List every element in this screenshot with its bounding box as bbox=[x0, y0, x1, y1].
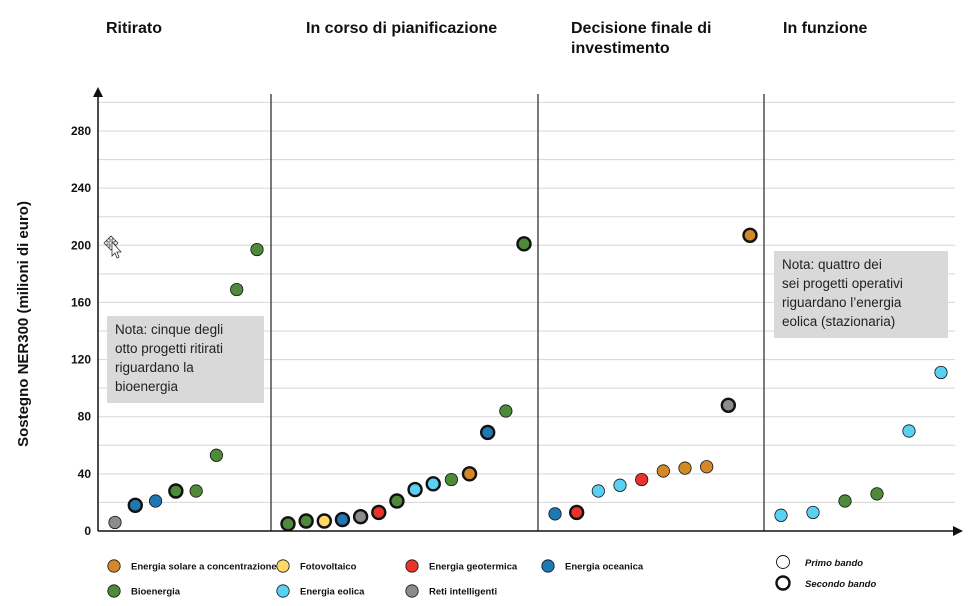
data-point-bio bbox=[250, 242, 264, 257]
data-point-csp bbox=[461, 466, 478, 482]
legend-label-csp: Energia solare a concentrazione bbox=[131, 562, 277, 573]
y-tick-labels: 0 40 80 120 160 200 240 280 bbox=[71, 124, 91, 538]
data-point-ocean bbox=[548, 507, 562, 521]
y-tick-label: 160 bbox=[71, 295, 91, 309]
data-point-bio bbox=[444, 472, 458, 487]
panel-titles: Ritirato In corso di pianificazione Decisi… bbox=[106, 20, 868, 57]
data-point-bio bbox=[870, 487, 884, 501]
data-point-ocean bbox=[127, 497, 143, 513]
note-line: Nota: quattro dei bbox=[782, 257, 882, 272]
data-point-geo bbox=[635, 472, 649, 487]
legend-swatch-wind bbox=[276, 584, 290, 598]
panel-title: investimento bbox=[571, 40, 670, 57]
data-point-grid bbox=[352, 509, 369, 525]
legend-label-wind: Energia eolica bbox=[300, 587, 365, 598]
data-point-bio bbox=[189, 484, 203, 498]
data-point-pv bbox=[316, 513, 333, 529]
panel-title: In corso di pianificazione bbox=[306, 20, 497, 37]
panel-dividers bbox=[270, 94, 765, 531]
data-point-wind bbox=[934, 365, 948, 380]
note-operational-projects: Nota: quattro dei sei progetti operativi r… bbox=[774, 251, 948, 338]
note-line: bioenergia bbox=[115, 379, 179, 394]
data-point-bio bbox=[168, 483, 184, 499]
data-point-bio bbox=[389, 493, 405, 509]
note-line: eolica (stazionaria) bbox=[782, 314, 896, 329]
legend-swatch-csp bbox=[107, 559, 121, 573]
data-point-wind bbox=[806, 505, 820, 520]
cursor-move-icon bbox=[103, 235, 122, 259]
data-point-bio bbox=[209, 448, 224, 462]
data-point-ocean bbox=[148, 494, 163, 508]
legend-swatch-first-call bbox=[776, 555, 790, 569]
data-point-wind bbox=[613, 478, 627, 492]
note-line: sei progetti operativi bbox=[782, 276, 903, 291]
data-point-grid bbox=[108, 515, 122, 530]
legend-label-second-call: Secondo bando bbox=[805, 579, 876, 590]
data-point-wind bbox=[591, 484, 605, 498]
y-tick-label: 80 bbox=[78, 410, 92, 424]
data-point-bio bbox=[298, 513, 314, 529]
data-point-bio bbox=[516, 236, 532, 252]
data-points bbox=[108, 227, 948, 532]
data-point-csp bbox=[742, 227, 758, 243]
note-retired-projects: Nota: cinque degli otto progetti ritirati… bbox=[107, 316, 264, 403]
y-tick-label: 240 bbox=[71, 181, 91, 195]
legend-swatch-pv bbox=[276, 559, 290, 573]
legend-swatch-bio bbox=[107, 584, 121, 598]
note-line: otto progetti ritirati bbox=[115, 341, 224, 356]
data-point-grid bbox=[720, 397, 737, 413]
data-point-geo bbox=[371, 504, 387, 521]
note-line: Nota: cinque degli bbox=[115, 322, 224, 337]
note-line: riguardano l’energia bbox=[782, 295, 902, 310]
legend-swatch-second-call bbox=[775, 575, 791, 591]
data-point-csp bbox=[700, 460, 714, 474]
data-point-wind bbox=[407, 481, 423, 498]
data-point-wind bbox=[774, 508, 788, 522]
legend-swatch-ocean bbox=[541, 559, 555, 573]
panel-title: Decisione finale di bbox=[571, 20, 711, 37]
y-tick-label: 40 bbox=[78, 467, 92, 481]
data-point-csp bbox=[656, 464, 670, 478]
y-tick-label: 120 bbox=[71, 353, 91, 367]
legend-label-first-call: Primo bando bbox=[805, 558, 863, 569]
legend-swatch-grid bbox=[405, 584, 419, 598]
data-point-bio bbox=[499, 404, 513, 418]
axes bbox=[93, 87, 963, 536]
y-axis-label: Sostegno NER300 (milioni di euro) bbox=[15, 201, 32, 447]
data-point-csp bbox=[678, 461, 692, 475]
data-point-bio bbox=[230, 282, 244, 297]
data-point-bio bbox=[280, 516, 296, 532]
data-point-bio bbox=[838, 494, 852, 508]
y-tick-label: 0 bbox=[84, 524, 91, 538]
data-point-wind bbox=[425, 476, 441, 492]
note-line: riguardano la bbox=[115, 360, 194, 375]
data-point-ocean bbox=[479, 424, 496, 441]
legend-label-ocean: Energia oceanica bbox=[565, 562, 644, 573]
y-tick-label: 200 bbox=[71, 238, 91, 252]
legend-label-grid: Reti intelligenti bbox=[429, 587, 497, 598]
legend-label-pv: Fotovoltaico bbox=[300, 562, 357, 573]
y-tick-label: 280 bbox=[71, 124, 91, 138]
panel-title: In funzione bbox=[783, 20, 868, 37]
data-point-wind bbox=[902, 424, 916, 438]
legend-label-geo: Energia geotermica bbox=[429, 562, 518, 573]
legend-swatch-geo bbox=[405, 559, 419, 573]
panel-title: Ritirato bbox=[106, 20, 162, 37]
legend-label-bio: Bioenergia bbox=[131, 587, 181, 598]
data-point-geo bbox=[568, 504, 585, 521]
data-point-ocean bbox=[334, 511, 351, 528]
legend: Energia solare a concentrazione Fotovolta… bbox=[107, 555, 876, 598]
